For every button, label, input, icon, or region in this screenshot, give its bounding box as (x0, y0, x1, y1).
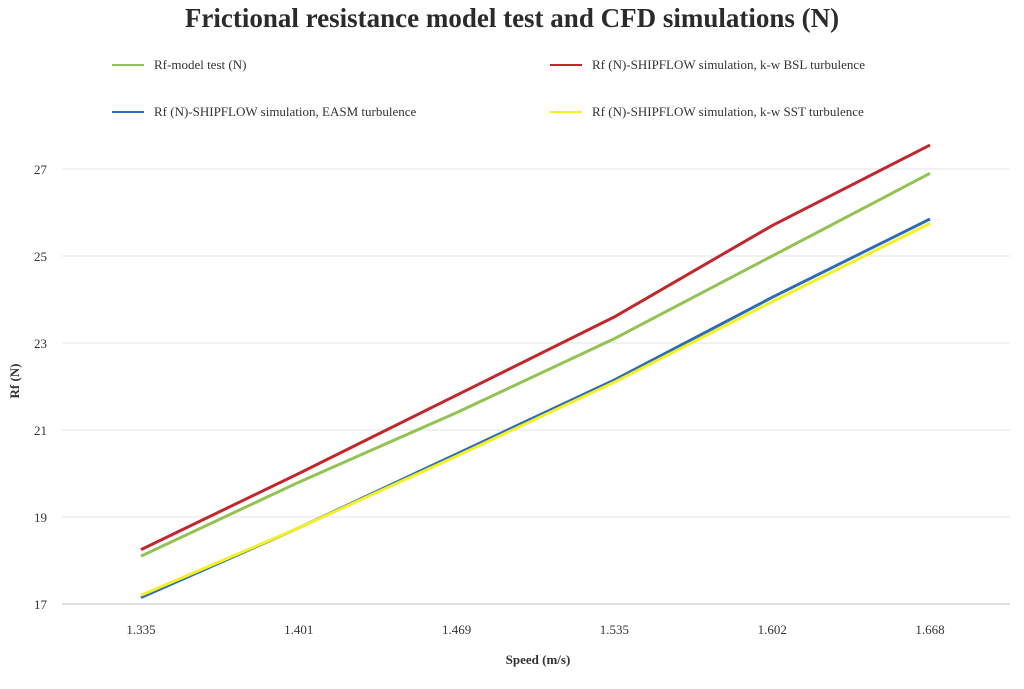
x-tick-label: 1.668 (915, 622, 944, 637)
legend-label-sst: Rf (N)-SHIPFLOW simulation, k-w SST turb… (592, 104, 864, 119)
y-tick-label: 19 (34, 510, 47, 525)
x-axis-title: Speed (m/s) (506, 652, 571, 667)
legend-swatch-easm (112, 111, 144, 113)
x-tick-label: 1.535 (600, 622, 629, 637)
x-tick-label: 1.602 (758, 622, 787, 637)
legend-swatch-sst (550, 111, 582, 113)
legend-label-easm: Rf (N)-SHIPFLOW simulation, EASM turbule… (154, 104, 417, 119)
y-tick-label: 17 (34, 597, 48, 612)
chart-title: Frictional resistance model test and CFD… (184, 3, 840, 33)
series-lines (140, 143, 931, 599)
gridlines (62, 168, 1010, 605)
legend-item-easm: Rf (N)-SHIPFLOW simulation, EASM turbule… (112, 104, 416, 120)
x-tick-label: 1.401 (284, 622, 313, 637)
legend-swatch-model-test (112, 64, 144, 66)
legend-swatch-bsl (550, 64, 582, 66)
y-axis-title: Rf (N) (7, 363, 22, 398)
series-line-2 (140, 217, 931, 599)
y-tick-label: 21 (34, 423, 47, 438)
y-tick-label: 25 (34, 249, 47, 264)
x-tick-label: 1.335 (126, 622, 155, 637)
y-tick-label: 23 (34, 336, 47, 351)
series-line-3 (140, 222, 931, 597)
series-line-1 (140, 143, 931, 551)
y-tick-label: 27 (34, 162, 48, 177)
legend-label-bsl: Rf (N)-SHIPFLOW simulation, k-w BSL turb… (592, 57, 865, 72)
legend-item-model-test: Rf-model test (N) (112, 57, 246, 73)
x-tick-labels: 1.335 1.401 1.469 1.535 1.602 1.668 (126, 622, 944, 637)
legend-item-bsl: Rf (N)-SHIPFLOW simulation, k-w BSL turb… (550, 57, 865, 73)
legend-label-model-test: Rf-model test (N) (154, 57, 247, 72)
legend-item-sst: Rf (N)-SHIPFLOW simulation, k-w SST turb… (550, 104, 864, 120)
x-tick-label: 1.469 (442, 622, 471, 637)
y-tick-labels: 17 19 21 23 25 27 (34, 162, 48, 612)
series-line-0 (140, 172, 931, 558)
